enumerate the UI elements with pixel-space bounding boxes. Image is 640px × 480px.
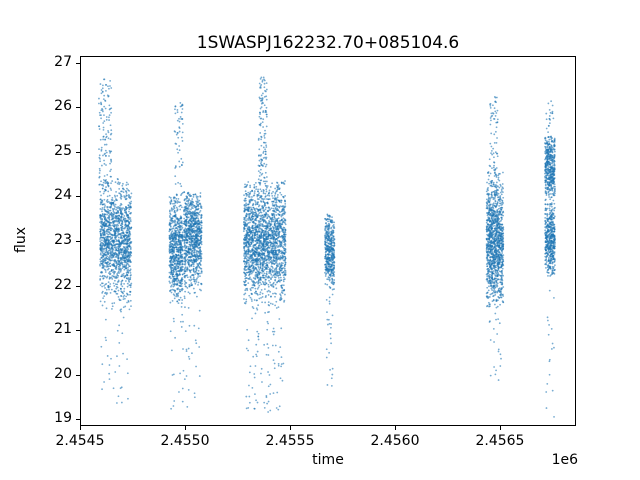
x-axis-offset-text: 1e6 [551, 452, 578, 468]
x-tick [394, 426, 396, 430]
y-tick-label: 22 [54, 276, 72, 293]
y-tick [76, 285, 80, 287]
y-tick-label: 25 [54, 142, 72, 159]
chart-title: 1SWASPJ162232.70+085104.6 [196, 33, 460, 53]
y-tick [76, 419, 80, 421]
y-tick [76, 107, 80, 109]
y-tick [76, 151, 80, 153]
scatter-points-canvas [81, 57, 575, 425]
y-tick-label: 19 [54, 410, 72, 427]
y-tick-label: 21 [54, 321, 72, 338]
y-tick [76, 374, 80, 376]
x-tick-label: 2.4565 [475, 433, 525, 449]
x-tick-label: 2.4555 [265, 433, 315, 449]
x-tick [289, 426, 291, 430]
x-axis-label: time [312, 452, 344, 468]
y-tick-label: 24 [54, 187, 72, 204]
x-tick-label: 2.4560 [370, 433, 420, 449]
y-tick-label: 27 [54, 53, 72, 70]
y-tick-label: 20 [54, 365, 72, 382]
x-tick [499, 426, 501, 430]
y-tick [76, 62, 80, 64]
y-tick [76, 241, 80, 242]
y-tick [76, 196, 80, 198]
y-tick-label: 26 [54, 98, 72, 115]
x-tick-label: 2.4550 [160, 433, 210, 449]
x-tick [184, 426, 186, 430]
y-tick-label: 23 [54, 232, 72, 248]
x-tick [80, 426, 81, 430]
x-tick-label: 2.4545 [55, 433, 105, 449]
y-tick [76, 330, 80, 332]
